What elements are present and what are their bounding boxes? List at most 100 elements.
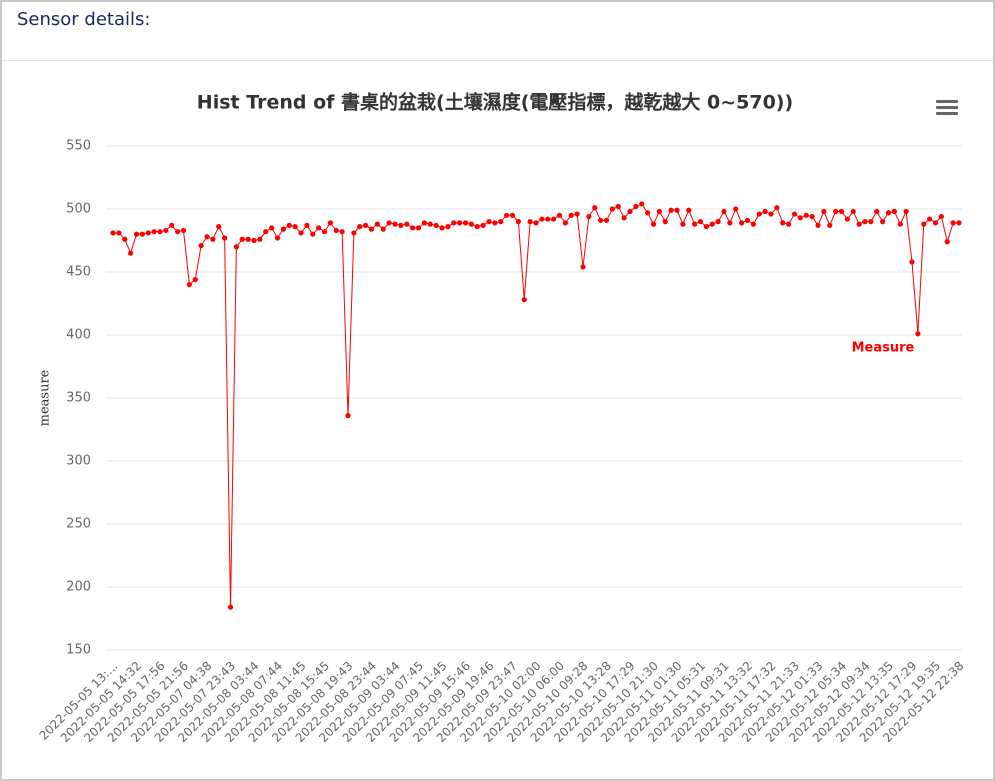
data-point <box>357 224 363 230</box>
data-point <box>762 208 768 215</box>
data-point <box>263 229 269 235</box>
data-point <box>932 220 939 226</box>
data-point <box>227 604 234 610</box>
data-point <box>222 235 228 241</box>
y-tick-label: 200 <box>66 580 91 595</box>
data-point <box>151 229 157 235</box>
data-point <box>374 221 380 227</box>
data-point <box>692 221 698 227</box>
data-point <box>580 264 586 270</box>
data-point <box>474 224 480 230</box>
data-point <box>715 219 721 225</box>
menu-bar[interactable] <box>936 100 958 103</box>
series-line <box>113 203 959 608</box>
data-point <box>862 219 868 225</box>
data-point <box>269 225 275 231</box>
data-point <box>768 211 774 217</box>
data-point <box>603 217 610 223</box>
data-point <box>615 203 621 210</box>
data-point <box>556 212 563 218</box>
data-point <box>639 201 645 207</box>
y-tick-label: 450 <box>66 265 91 280</box>
data-point <box>703 224 709 230</box>
data-point <box>539 216 545 222</box>
data-point <box>380 226 386 232</box>
data-point <box>163 227 169 234</box>
data-point <box>774 205 780 211</box>
data-point <box>809 213 815 220</box>
data-point <box>709 221 715 227</box>
data-point <box>797 215 803 221</box>
data-point <box>321 229 328 235</box>
data-point <box>897 221 903 227</box>
data-point <box>122 236 128 242</box>
data-point <box>927 216 933 222</box>
menu-bar[interactable] <box>936 106 958 109</box>
data-point <box>721 208 727 215</box>
data-point <box>210 236 216 242</box>
data-point <box>850 208 856 215</box>
data-point <box>750 221 756 227</box>
y-tick-label: 350 <box>66 391 91 406</box>
data-point <box>509 212 516 218</box>
data-point <box>880 219 886 225</box>
data-point <box>427 221 433 227</box>
data-point <box>186 282 192 288</box>
data-point <box>727 220 733 226</box>
y-tick-label: 500 <box>66 202 91 217</box>
data-point <box>462 220 469 226</box>
menu-bar[interactable] <box>936 112 958 115</box>
data-point <box>874 208 880 215</box>
data-point <box>756 211 762 217</box>
data-point <box>586 213 592 220</box>
data-point <box>744 217 751 223</box>
data-point <box>180 227 187 234</box>
data-point <box>739 220 745 226</box>
data-point <box>327 220 333 226</box>
data-point <box>791 211 798 217</box>
data-point <box>562 220 568 226</box>
data-point <box>780 220 786 226</box>
data-point <box>504 212 510 218</box>
data-point <box>956 220 962 226</box>
data-point <box>351 230 357 236</box>
data-point <box>645 210 651 216</box>
data-point <box>404 221 410 227</box>
data-point <box>498 219 504 225</box>
data-point <box>368 226 375 232</box>
data-point <box>680 221 686 227</box>
data-point <box>216 224 222 230</box>
data-point <box>662 219 668 225</box>
data-point <box>733 206 739 212</box>
data-point <box>345 413 351 419</box>
data-point <box>938 213 944 220</box>
data-point <box>545 216 551 222</box>
y-tick-label: 300 <box>66 454 91 469</box>
menu-button[interactable] <box>936 100 958 115</box>
data-point <box>280 226 286 232</box>
header-title: Sensor details: <box>17 9 151 30</box>
data-point <box>145 230 151 236</box>
data-point <box>245 236 251 242</box>
data-point <box>674 207 680 213</box>
data-point <box>650 221 657 227</box>
data-point <box>627 208 633 215</box>
data-point <box>339 229 345 235</box>
data-point <box>621 215 627 221</box>
data-point <box>909 259 915 265</box>
data-point <box>292 224 298 230</box>
y-tick-label: 400 <box>66 328 91 343</box>
data-point <box>233 244 239 250</box>
data-point <box>175 229 181 235</box>
data-point <box>633 203 639 210</box>
data-point <box>198 242 204 249</box>
data-point <box>239 236 245 242</box>
data-point <box>274 235 281 241</box>
data-point <box>128 250 134 256</box>
data-point <box>392 221 398 227</box>
data-point <box>286 222 292 228</box>
data-point <box>515 219 521 225</box>
header: Sensor details: <box>2 2 993 61</box>
